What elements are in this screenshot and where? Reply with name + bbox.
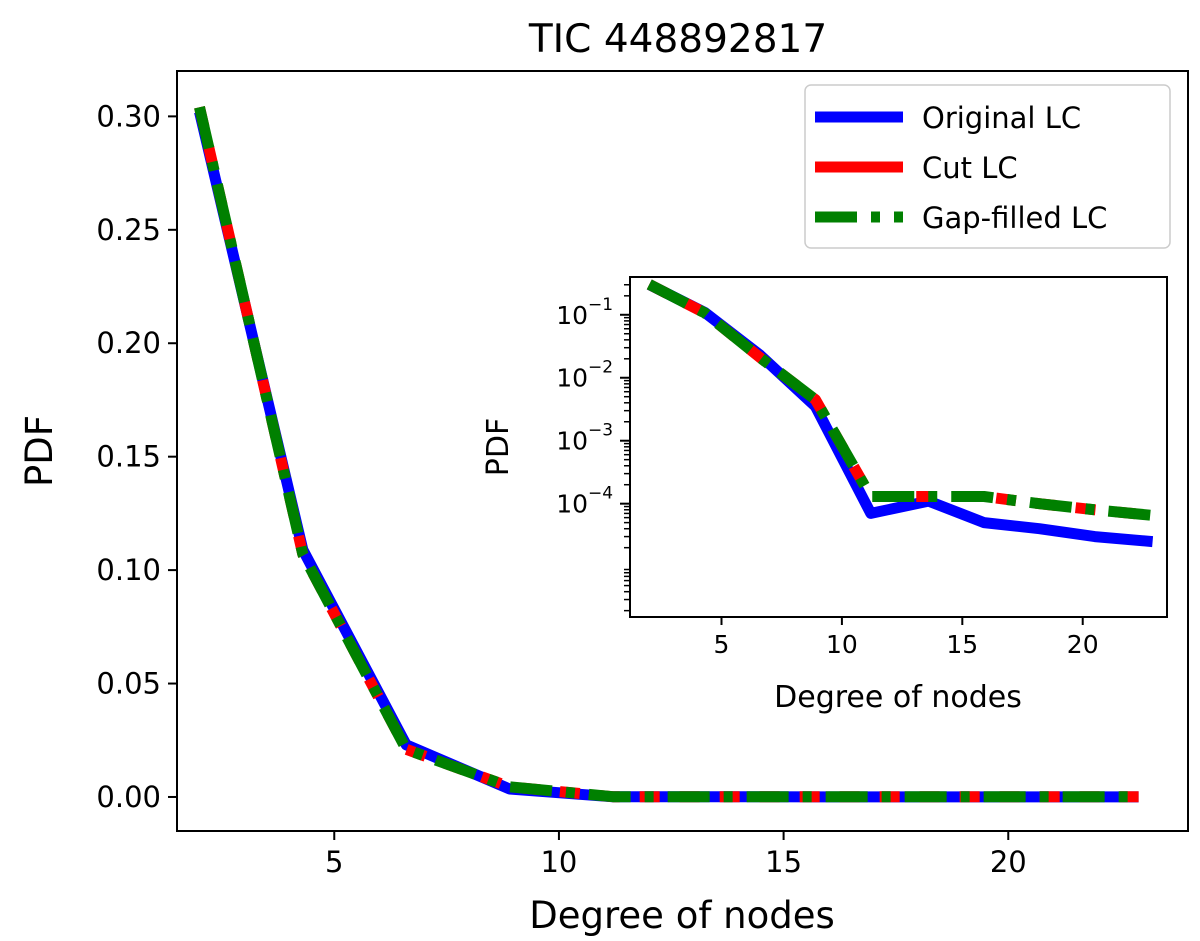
main-x-ticks: 5 10 15 20: [325, 831, 1027, 879]
inset-y-tick-label: 10: [556, 427, 588, 456]
inset-y-axis-label: PDF: [481, 418, 516, 476]
inset-x-tick-label: 20: [1067, 630, 1099, 659]
main-x-tick-label: 15: [765, 845, 802, 879]
main-y-axis-label: PDF: [18, 415, 61, 487]
main-y-tick-label: 0.00: [96, 780, 161, 814]
main-x-tick-label: 5: [325, 845, 343, 879]
main-y-tick-label: 0.30: [96, 99, 161, 133]
inset-axes-frame: [629, 276, 1168, 618]
inset-x-tick-label: 15: [946, 630, 978, 659]
inset-y-ticks: 10−410−310−210−1: [556, 283, 630, 612]
chart-title: TIC 448892817: [528, 17, 827, 62]
inset-x-ticks: 5 10 15 20: [714, 617, 1099, 659]
inset-y-tick-label: 10: [556, 301, 588, 330]
inset-series-lines: [646, 279, 1154, 548]
inset-y-tick-exponent: −2: [588, 358, 613, 378]
inset-y-tick-exponent: −3: [588, 421, 613, 441]
main-plot: 5 10 15 20 0.00 0.05 0.10 0.15 0.20 0.25 0.30 Deg…: [18, 70, 1189, 937]
main-y-ticks: 0.00 0.05 0.10 0.15 0.20 0.25 0.30: [96, 99, 177, 814]
main-x-tick-label: 10: [540, 845, 577, 879]
main-y-tick-label: 0.05: [96, 667, 161, 701]
inset-y-tick-exponent: −4: [588, 484, 613, 504]
legend: Original LC Cut LC Gap-filled LC: [804, 84, 1171, 249]
inset-y-tick-label: 10: [556, 364, 588, 393]
main-x-tick-label: 20: [990, 845, 1027, 879]
main-y-tick-label: 0.15: [96, 440, 161, 474]
main-axes-frame: [176, 70, 1189, 832]
main-y-tick-label: 0.10: [96, 553, 161, 587]
legend-label-cut: Cut LC: [922, 151, 1018, 185]
main-series-lines: [194, 106, 1139, 803]
inset-y-tick-label: 10: [556, 490, 588, 519]
main-y-tick-label: 0.25: [96, 213, 161, 247]
inset-x-tick-label: 5: [714, 630, 730, 659]
legend-label-original: Original LC: [922, 101, 1081, 135]
legend-label-gapfilled: Gap-filled LC: [922, 201, 1107, 235]
inset-x-tick-label: 10: [826, 630, 858, 659]
main-series-line-2: [194, 106, 1139, 803]
legend-box: [804, 84, 1171, 249]
inset-y-tick-exponent: −1: [588, 295, 613, 315]
inset-series-line-2: [646, 279, 1154, 521]
main-y-tick-label: 0.20: [96, 326, 161, 360]
inset-plot: 5 10 15 20 10−410−310−210−1 Degree of nodes…: [481, 276, 1168, 715]
inset-x-axis-label: Degree of nodes: [774, 680, 1022, 715]
main-x-axis-label: Degree of nodes: [529, 894, 834, 937]
